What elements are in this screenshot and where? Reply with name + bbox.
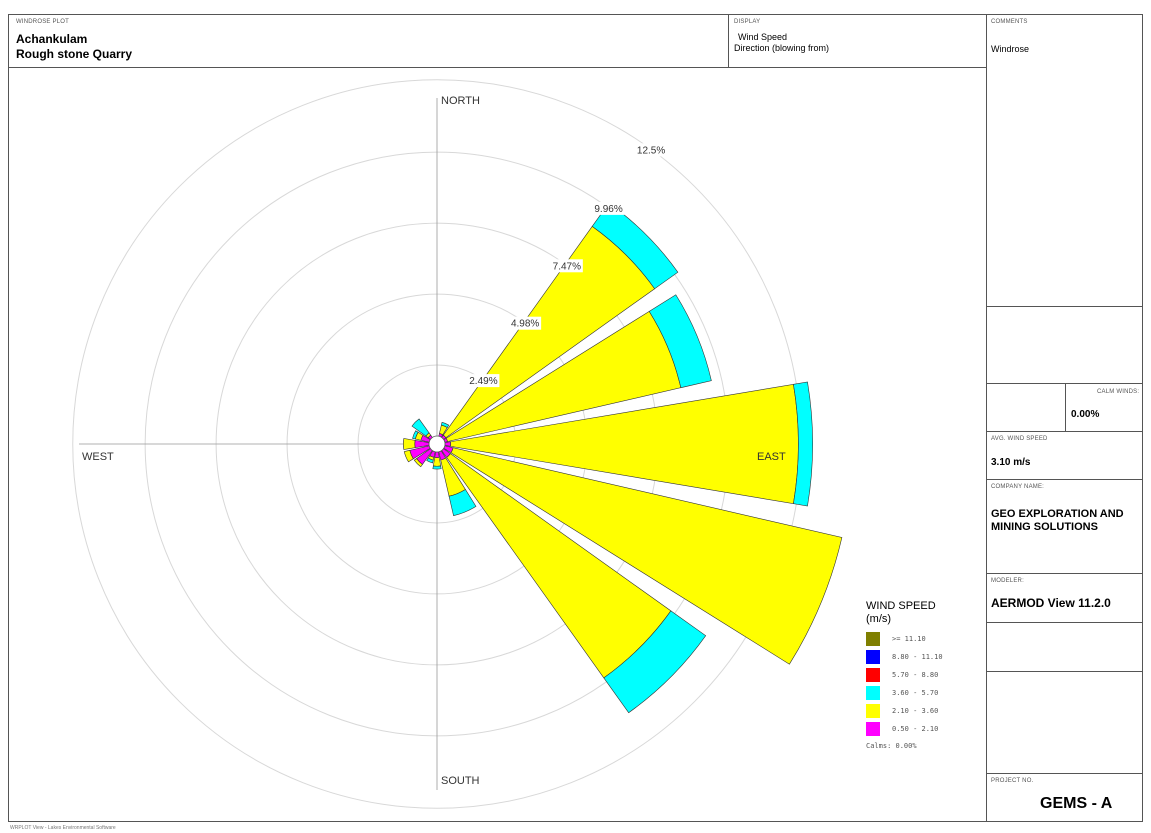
south-label: SOUTH (441, 775, 480, 787)
header-divider (9, 67, 987, 68)
west-label: WEST (82, 451, 114, 463)
petal-se-3_60_5_70 (603, 610, 707, 714)
plot-frame (8, 14, 1143, 822)
sidebar-line-5 (986, 573, 1143, 574)
ring-label-text-4: 9.96% (594, 204, 622, 215)
petal-wnw-3_60_5_70 (412, 430, 419, 440)
petal-e-0_50_2_10 (444, 441, 451, 447)
sidebar-line-3 (986, 431, 1143, 432)
sidebar-line-7 (986, 671, 1143, 672)
petal-nw-3_60_5_70 (411, 418, 430, 437)
display-line-1: Wind Speed (738, 32, 788, 42)
legend-swatch-1 (866, 632, 880, 646)
site-description: Rough stone Quarry (16, 47, 133, 61)
avg-speed-value: 3.10 m/s (991, 457, 1031, 468)
ring-label-5: 12.5% (635, 143, 668, 157)
legend-label-5: 2.10 - 3.60 (892, 707, 939, 715)
petal-wsw-2_10_3_60 (403, 449, 414, 463)
legend-label-6: 0.50 - 2.10 (892, 725, 939, 733)
ring-label-text-1: 2.49% (469, 376, 497, 387)
petal-s-0_50_2_10 (434, 451, 440, 458)
legend-calms-text: Calms: 0.00% (866, 742, 917, 750)
display-divider (728, 14, 729, 68)
east-label: EAST (757, 451, 786, 463)
ring-label-2: 4.98% (509, 316, 542, 330)
ring-label-bg-4 (592, 201, 625, 215)
plot-caption: WINDROSE PLOT (16, 19, 69, 25)
comments-value: Windrose (991, 44, 1030, 54)
display-line-2: Direction (blowing from) (734, 43, 830, 53)
sidebar-divider (986, 14, 987, 822)
petal-ssw-3_60_5_70 (426, 457, 434, 464)
sidebar-line-1 (986, 306, 1143, 307)
comments-caption: COMMENTS (991, 19, 1028, 25)
avg-speed-caption: AVG. WIND SPEED (991, 436, 1048, 442)
modeler-caption: MODELER: (991, 578, 1024, 584)
sidebar-line-8 (986, 773, 1143, 774)
legend-label-3: 5.70 - 8.80 (892, 671, 939, 679)
ring-label-text-5: 12.5% (637, 145, 665, 156)
petal-sw-2_10_3_60 (413, 458, 423, 468)
petal-nne-3_60_5_70 (441, 421, 450, 428)
company-caption: COMPANY NAME: (991, 484, 1045, 490)
site-name: Achankulam (16, 32, 88, 46)
legend-label-2: 8.80 - 11.10 (892, 653, 943, 661)
legend-swatch-6 (866, 722, 880, 736)
legend-swatch-5 (866, 704, 880, 718)
petal-sse-3_60_5_70 (448, 489, 477, 517)
ring-label-bg-5 (635, 143, 668, 157)
legend-swatch-4 (866, 686, 880, 700)
company-line-1: GEO EXPLORATION AND (991, 508, 1124, 520)
legend-label-4: 3.60 - 5.70 (892, 689, 939, 697)
legend-title: WIND SPEED (m/s) (866, 600, 936, 626)
calm-caption: CALM WINDS: (1097, 389, 1140, 395)
calm-divider (1065, 383, 1066, 431)
modeler-value: AERMOD View 11.2.0 (991, 596, 1111, 610)
sidebar-line-4 (986, 479, 1143, 480)
calm-value: 0.00% (1071, 409, 1100, 420)
sidebar-line-2 (986, 383, 1143, 384)
petal-s-3_60_5_70 (432, 465, 442, 470)
company-line-2: MINING SOLUTIONS (991, 521, 1098, 533)
ring-label-1: 2.49% (467, 374, 500, 388)
petal-s-2_10_3_60 (432, 457, 442, 467)
ring-label-bg-3 (550, 259, 583, 273)
ring-label-bg-1 (467, 374, 500, 388)
ring-label-4: 9.96% (592, 201, 625, 215)
ring-label-text-2: 4.98% (511, 319, 539, 330)
legend-label-1: >= 11.10 (892, 635, 926, 643)
windrose-chart: 2.49% 4.98% 7.47% 9.96% 12.5% NORTH SOUTH EA… (72, 79, 843, 809)
petal-w-2_10_3_60 (403, 438, 416, 450)
legend-swatch-2 (866, 650, 880, 664)
project-value: GEMS - A (1040, 795, 1113, 812)
legend-swatch-3 (866, 668, 880, 682)
ring-label-bg-2 (509, 316, 542, 330)
legend-title-line-2: (m/s) (866, 613, 892, 625)
ring-label-3: 7.47% (550, 259, 583, 273)
petal-ese-2_10_3_60 (450, 447, 843, 665)
sidebar-line-6 (986, 622, 1143, 623)
petal-e-2_10_3_60 (450, 384, 799, 504)
calm-circle (428, 435, 446, 453)
footer-text: WRPLOT View - Lakes Environmental Softwa… (10, 825, 116, 831)
petal-e-3_60_5_70 (793, 381, 813, 507)
ring-label-text-3: 7.47% (553, 261, 581, 272)
legend-title-line-1: WIND SPEED (866, 600, 936, 612)
project-caption: PROJECT NO. (991, 778, 1034, 784)
display-caption: DISPLAY (734, 19, 761, 25)
petal-ene-3_60_5_70 (648, 294, 712, 389)
north-label: NORTH (441, 95, 480, 107)
